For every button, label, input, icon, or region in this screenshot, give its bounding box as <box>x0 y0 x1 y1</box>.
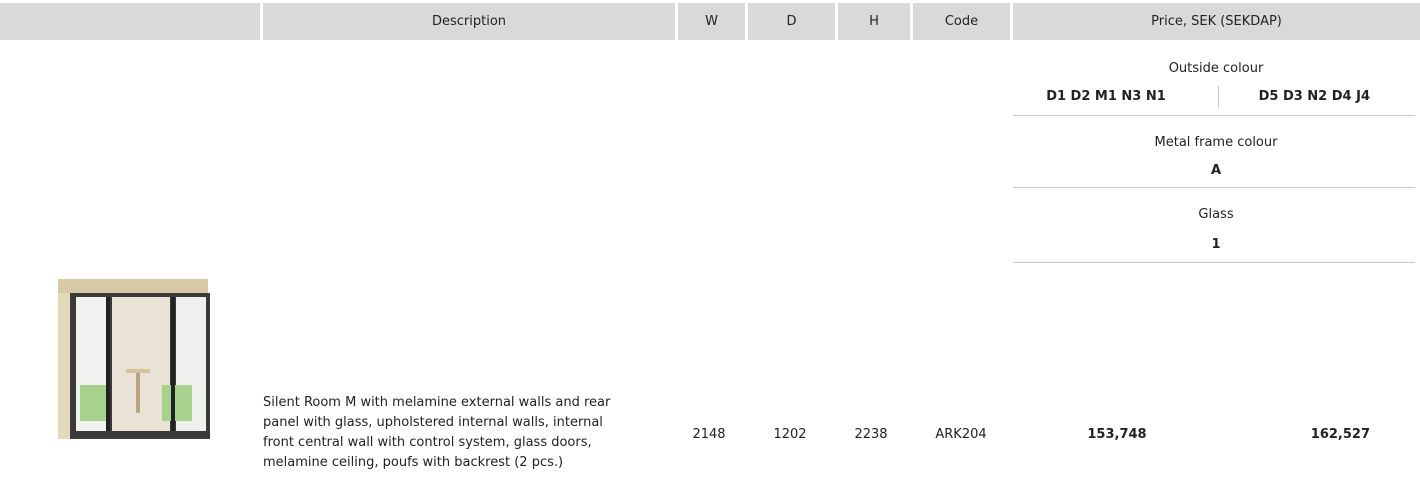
header-cell: Description <box>263 3 675 40</box>
divider <box>1013 115 1415 116</box>
cell-price: 153,748 <box>1087 427 1147 442</box>
header-d: D <box>786 14 797 29</box>
divider <box>1218 86 1219 108</box>
option-value: D5 D3 N2 D4 J4 <box>1258 89 1370 104</box>
header-cell: H <box>838 3 910 40</box>
cell-price: 162,527 <box>1310 427 1370 442</box>
cell-w: 2148 <box>692 427 726 442</box>
divider <box>1013 187 1415 188</box>
description-line: melamine ceiling, poufs with backrest (2… <box>263 455 564 470</box>
header-price: Price, SEK (SEKDAP) <box>1151 14 1282 29</box>
header-h: H <box>869 14 879 29</box>
header-cell <box>0 3 260 40</box>
product-image <box>58 279 210 439</box>
cell-d: 1202 <box>773 427 807 442</box>
cell-code: ARK204 <box>935 427 987 442</box>
option-value: A <box>1210 163 1222 178</box>
divider <box>1013 262 1415 263</box>
header-cell: Code <box>913 3 1010 40</box>
description-line: panel with glass, upholstered internal w… <box>263 415 603 430</box>
header-cell: D <box>748 3 835 40</box>
description-line: Silent Room M with melamine external wal… <box>263 395 611 410</box>
header-cell: Price, SEK (SEKDAP) <box>1013 3 1420 40</box>
option-label: Outside colour <box>1168 61 1264 76</box>
option-value: 1 <box>1211 237 1221 252</box>
header-cell: W <box>678 3 745 40</box>
description-line: front central wall with control system, … <box>263 435 592 450</box>
header-code: Code <box>944 14 979 29</box>
option-label: Glass <box>1198 207 1234 222</box>
cell-h: 2238 <box>854 427 888 442</box>
option-value: D1 D2 M1 N3 N1 <box>1046 89 1166 104</box>
header-w: W <box>705 14 718 29</box>
option-label: Metal frame colour <box>1154 135 1278 150</box>
header-description: Description <box>431 14 507 29</box>
